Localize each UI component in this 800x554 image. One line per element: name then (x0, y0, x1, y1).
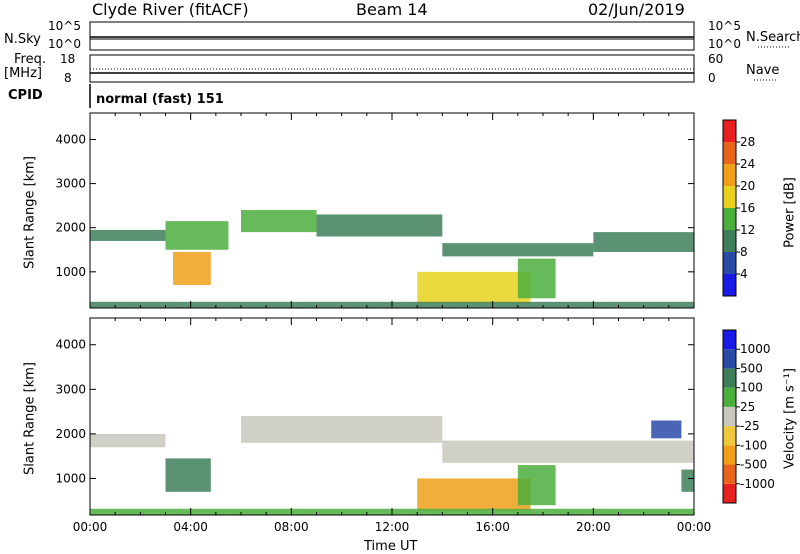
nsearch-label: N.Search (746, 30, 800, 45)
y-tick-label: 3000 (55, 177, 86, 191)
power-colorbar-tick-label: 24 (740, 157, 755, 171)
velocity-colorbar-tick-label: 100 (740, 381, 763, 395)
nsearch-bottom-tick: 10^0 (708, 37, 741, 51)
x-tick-label: 00:00 (73, 520, 108, 534)
xaxis-label: Time UT (364, 539, 418, 554)
velocity-colorbar-swatch (723, 483, 736, 503)
data-band (316, 214, 443, 237)
data-band (517, 465, 556, 506)
y-tick-label: 1000 (55, 265, 86, 279)
time-axis: 00:00 04:00 08:00 12:00 16:00 20:00 00:00 (73, 520, 712, 534)
power-colorbar-swatch (723, 252, 736, 274)
nave-top-tick: 60 (708, 52, 724, 66)
cpid-label: CPID (8, 88, 43, 103)
power-colorbar-label: Power [dB] (782, 177, 798, 248)
power-colorbar-swatch (723, 142, 736, 164)
power-colorbar-tick-label: 16 (740, 201, 755, 215)
x-tick-label: 12:00 (375, 520, 410, 534)
nsky-strip-frame (89, 21, 695, 51)
freq-label: Freq. (14, 52, 46, 67)
nave-bottom-tick: 0 (708, 71, 716, 85)
velocity-panel: 4000 3000 2000 1000 (55, 317, 695, 516)
power-colorbar-tick-label: 12 (740, 223, 755, 237)
power-panel: 4000 3000 2000 1000 (55, 112, 695, 309)
x-tick-label: 00:00 (677, 520, 712, 534)
beam-title: Beam 14 (356, 0, 428, 19)
data-band (90, 433, 166, 448)
power-colorbar-tick-label: 28 (740, 135, 755, 149)
data-band (517, 258, 556, 299)
data-band (651, 420, 682, 439)
y-tick-label: 4000 (55, 338, 86, 352)
velocity-colorbar-swatch (723, 464, 736, 484)
data-band (241, 416, 443, 443)
velocity-colorbar: 1000 500 100 25 -25 -100 -500 -1000 (722, 329, 775, 504)
data-band (593, 232, 694, 252)
velocity-colorbar-tick-label: 25 (740, 400, 755, 414)
velocity-colorbar-swatch (723, 426, 736, 446)
data-band (417, 271, 531, 304)
velocity-colorbar-tick-label: -100 (740, 438, 767, 452)
x-tick-label: 16:00 (475, 520, 510, 534)
nsky-top-tick: 10^5 (48, 19, 81, 33)
power-colorbar-swatch (723, 208, 736, 230)
velocity-colorbar-tick-label: 500 (740, 361, 763, 375)
velocity-colorbar-tick-label: 1000 (740, 342, 771, 356)
power-ylabel: Slant Range [km] (22, 156, 38, 269)
freq-unit-label: [MHz] (4, 66, 42, 81)
x-tick-label: 04:00 (173, 520, 208, 534)
cpid-value: normal (fast) 151 (96, 92, 224, 107)
nsky-bottom-tick: 10^0 (48, 37, 81, 51)
velocity-colorbar-swatch (723, 330, 736, 350)
velocity-colorbar-swatch (723, 368, 736, 388)
power-colorbar-swatch (723, 120, 736, 142)
power-colorbar-swatch (723, 230, 736, 252)
power-colorbar-tick-label: 8 (740, 245, 748, 259)
velocity-colorbar-tick-label: -1000 (740, 477, 775, 491)
velocity-colorbar-swatch (723, 349, 736, 369)
velocity-colorbar-swatch (723, 406, 736, 427)
power-colorbar-swatch (723, 164, 736, 186)
velocity-colorbar-tick-label: -25 (740, 419, 760, 433)
power-colorbar-swatch (723, 186, 736, 208)
station-title: Clyde River (fitACF) (92, 0, 249, 19)
velocity-colorbar-swatch (723, 387, 736, 407)
data-band (417, 478, 531, 511)
velocity-colorbar-label: Velocity [m s⁻¹] (782, 368, 798, 469)
data-band (165, 221, 229, 250)
x-tick-label: 08:00 (274, 520, 309, 534)
y-tick-label: 2000 (55, 427, 86, 441)
freq-bottom-tick: 8 (64, 71, 72, 85)
nsky-label: N.Sky (4, 32, 41, 47)
velocity-colorbar-swatch (723, 445, 736, 465)
x-tick-label: 20:00 (576, 520, 611, 534)
data-band (90, 229, 166, 241)
date-title: 02/Jun/2019 (588, 0, 685, 19)
y-tick-label: 4000 (55, 132, 86, 146)
velocity-colorbar-frame (722, 329, 737, 504)
y-tick-label: 3000 (55, 382, 86, 396)
power-colorbar-tick-label: 4 (740, 267, 748, 281)
nsearch-top-tick: 10^5 (708, 19, 741, 33)
data-band (681, 469, 694, 492)
data-band (442, 440, 694, 463)
velocity-colorbar-tick-label: -500 (740, 458, 767, 472)
power-colorbar-tick-label: 20 (740, 179, 755, 193)
y-tick-label: 1000 (55, 471, 86, 485)
data-band (241, 210, 317, 233)
data-band (173, 251, 211, 286)
freq-top-tick: 18 (60, 52, 76, 66)
y-tick-label: 2000 (55, 221, 86, 235)
data-band (442, 243, 594, 257)
nave-label: Nave (746, 63, 780, 78)
power-colorbar-swatch (723, 274, 736, 296)
power-colorbar: 28 24 20 16 12 8 4 (722, 119, 755, 297)
velocity-ylabel: Slant Range [km] (22, 362, 38, 475)
data-band (165, 458, 211, 492)
